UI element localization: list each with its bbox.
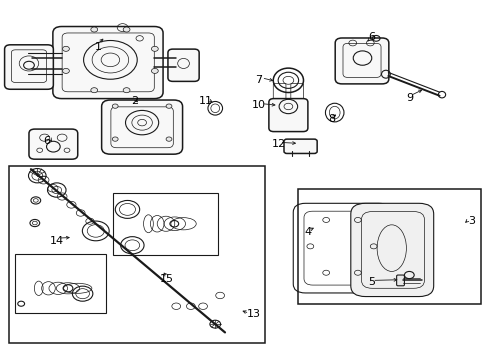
Bar bbox=[9, 166, 265, 343]
Text: 2: 2 bbox=[131, 96, 138, 106]
Bar bbox=[15, 253, 105, 313]
Text: 15: 15 bbox=[159, 274, 173, 284]
Circle shape bbox=[112, 104, 118, 108]
Text: 4: 4 bbox=[304, 227, 311, 237]
Circle shape bbox=[151, 68, 158, 73]
Circle shape bbox=[62, 68, 69, 73]
Text: 6: 6 bbox=[367, 32, 374, 41]
FancyBboxPatch shape bbox=[53, 27, 163, 99]
FancyBboxPatch shape bbox=[268, 99, 307, 132]
Bar bbox=[298, 189, 480, 304]
Circle shape bbox=[123, 27, 130, 32]
FancyBboxPatch shape bbox=[4, 45, 53, 89]
Circle shape bbox=[151, 46, 158, 51]
Bar bbox=[113, 193, 217, 255]
Circle shape bbox=[91, 88, 98, 93]
Circle shape bbox=[123, 88, 130, 93]
Text: 5: 5 bbox=[367, 277, 374, 287]
Circle shape bbox=[91, 27, 98, 32]
Text: 7: 7 bbox=[255, 75, 262, 85]
FancyBboxPatch shape bbox=[334, 38, 388, 84]
Circle shape bbox=[166, 137, 172, 141]
FancyBboxPatch shape bbox=[396, 275, 404, 286]
Text: 3: 3 bbox=[467, 216, 474, 226]
Circle shape bbox=[112, 137, 118, 141]
Text: 11: 11 bbox=[198, 96, 212, 106]
Text: 9: 9 bbox=[406, 93, 413, 103]
FancyBboxPatch shape bbox=[167, 49, 199, 81]
Text: 14: 14 bbox=[50, 236, 64, 246]
FancyBboxPatch shape bbox=[350, 203, 433, 297]
Text: 13: 13 bbox=[247, 310, 261, 319]
FancyBboxPatch shape bbox=[284, 139, 317, 153]
Text: 1: 1 bbox=[95, 42, 102, 52]
Text: 12: 12 bbox=[271, 139, 285, 149]
Text: 10: 10 bbox=[252, 100, 265, 110]
Circle shape bbox=[166, 104, 172, 108]
FancyBboxPatch shape bbox=[29, 129, 78, 159]
Text: 6: 6 bbox=[43, 136, 50, 145]
FancyBboxPatch shape bbox=[102, 100, 182, 154]
Text: 8: 8 bbox=[328, 114, 335, 124]
Circle shape bbox=[62, 46, 69, 51]
